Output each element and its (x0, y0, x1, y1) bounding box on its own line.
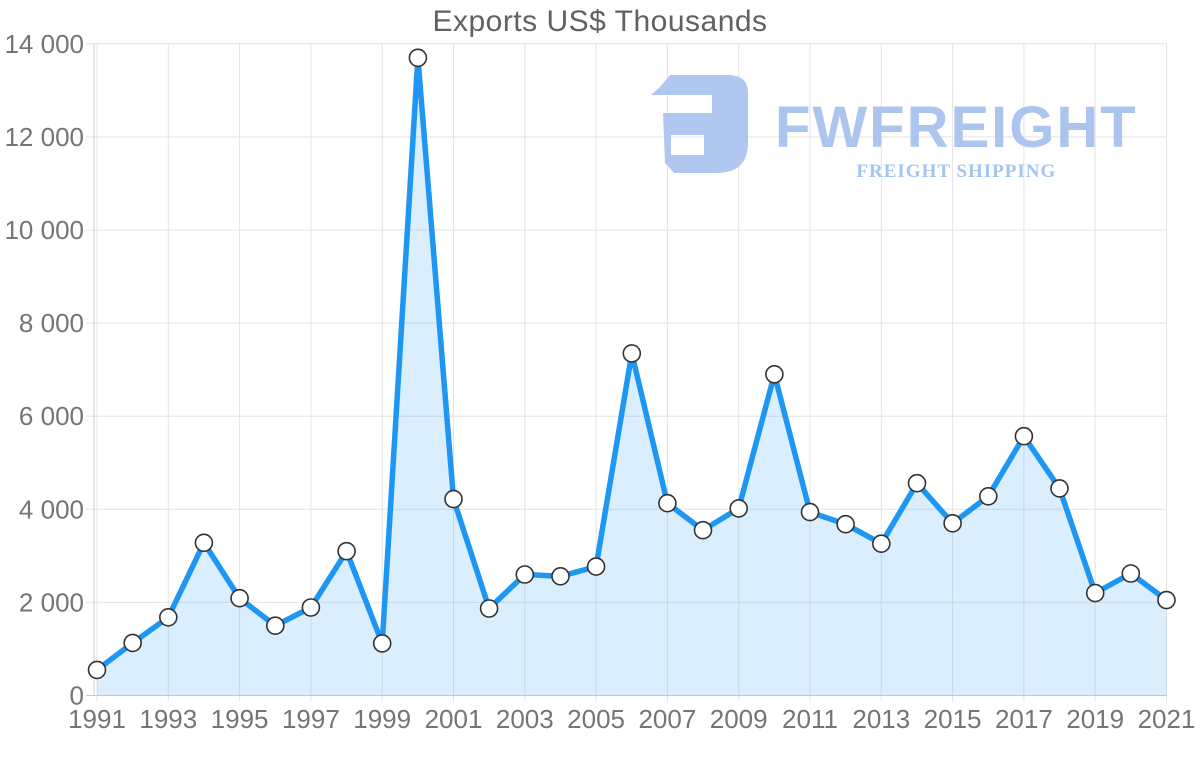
y-axis-tick-label: 6 000 (19, 401, 84, 431)
data-point-2008[interactable] (693, 520, 713, 540)
data-point-2001[interactable] (444, 489, 463, 509)
data-point-2016[interactable] (978, 486, 998, 506)
chart-title: Exports US$ Thousands (432, 5, 768, 38)
data-point-1994[interactable] (194, 533, 214, 553)
data-point-1993[interactable] (159, 607, 178, 627)
y-axis-tick-label: 0 (70, 681, 84, 711)
x-axis-tick-label: 1995 (211, 704, 269, 734)
x-axis-tick-label: 2001 (425, 704, 483, 734)
area-fill (97, 57, 1167, 696)
x-axis-tick-label: 2019 (1066, 704, 1124, 734)
data-point-2014[interactable] (907, 473, 927, 493)
axis-labels: 1991 1993 1995 1997 1999 2001 2003 2005 2007 2009… (4, 29, 1195, 734)
x-axis-tick-label: 2011 (782, 704, 838, 734)
data-point-1992[interactable] (123, 633, 142, 653)
data-point-2017[interactable] (1014, 426, 1034, 446)
y-axis-tick-label: 2 000 (19, 587, 84, 617)
data-point-2018[interactable] (1050, 479, 1069, 498)
y-axis-tick-label: 14 000 (4, 29, 84, 59)
x-axis-tick-label: 1999 (353, 704, 411, 734)
data-point-2021[interactable] (1157, 590, 1176, 610)
x-axis-tick-label: 2005 (567, 704, 625, 734)
x-axis-tick-label: 1991 (68, 704, 126, 734)
data-point-2010[interactable] (765, 364, 784, 384)
data-point-2009[interactable] (729, 499, 749, 518)
data-point-2011[interactable] (800, 502, 820, 522)
x-axis-tick-label: 2003 (496, 704, 554, 734)
data-point-2013[interactable] (871, 534, 891, 554)
x-axis-tick-label: 1993 (139, 704, 197, 734)
data-point-2006[interactable] (622, 344, 642, 363)
x-axis-tick-label: 2015 (924, 704, 982, 734)
y-axis-tick-label: 12 000 (4, 122, 84, 152)
series-area (87, 48, 1176, 696)
data-point-1998[interactable] (337, 541, 356, 561)
data-point-1995[interactable] (230, 588, 249, 608)
data-point-2003[interactable] (515, 565, 535, 584)
data-point-2012[interactable] (836, 514, 855, 534)
data-point-2019[interactable] (1085, 583, 1105, 603)
data-point-2007[interactable] (658, 493, 677, 513)
data-point-2005[interactable] (586, 557, 606, 576)
data-point-1996[interactable] (265, 616, 285, 636)
x-axis-tick-label: 2013 (852, 704, 910, 734)
data-point-2002[interactable] (479, 599, 499, 618)
x-axis-tick-label: 2017 (995, 704, 1053, 734)
x-axis-tick-label: 1997 (282, 704, 340, 734)
data-point-2020[interactable] (1121, 564, 1141, 583)
x-axis-tick-label: 2009 (710, 704, 768, 734)
data-point-1997[interactable] (301, 598, 321, 617)
y-axis-tick-label: 10 000 (4, 215, 84, 245)
data-point-2015[interactable] (943, 513, 962, 533)
x-axis-tick-label: 2007 (638, 704, 696, 734)
y-axis-tick-label: 4 000 (19, 494, 84, 524)
data-point-2004[interactable] (551, 566, 570, 586)
data-point-2000[interactable] (408, 48, 428, 68)
x-axis-tick-label: 2021 (1138, 704, 1196, 734)
y-axis-tick-label: 8 000 (19, 308, 84, 338)
data-point-1999[interactable] (372, 634, 392, 653)
data-point-1991[interactable] (87, 660, 107, 680)
